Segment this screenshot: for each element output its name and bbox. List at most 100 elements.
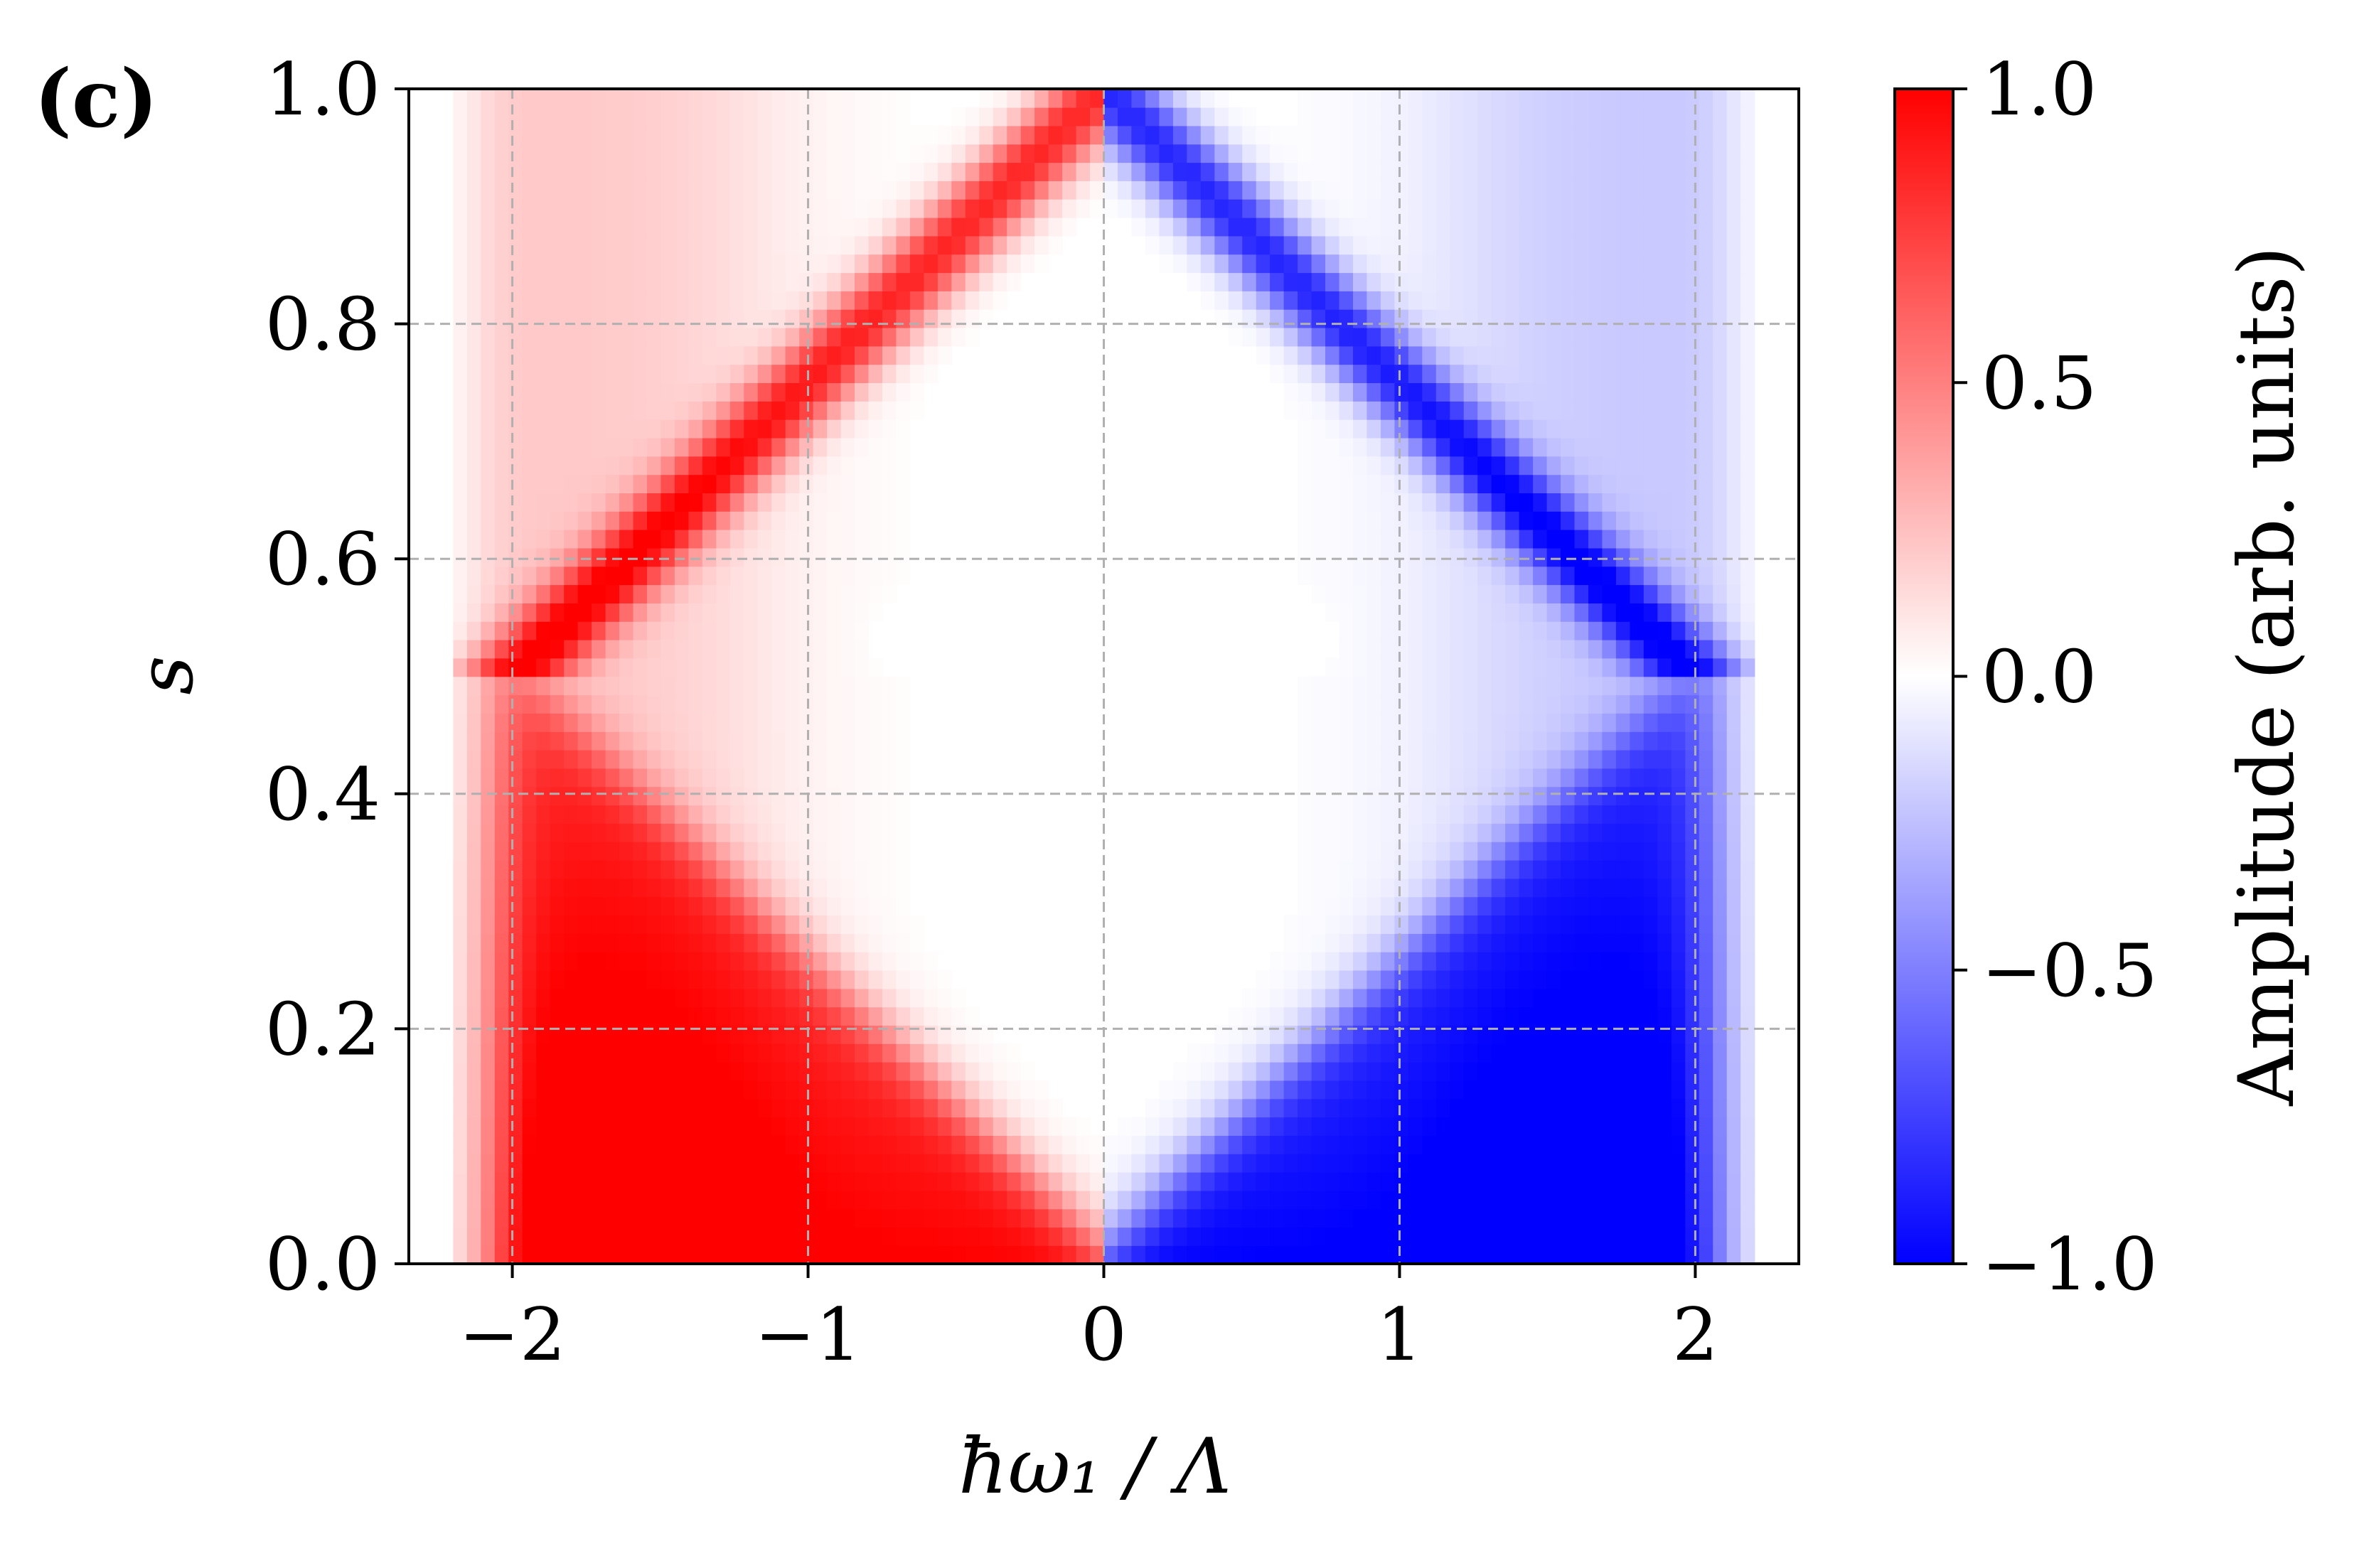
heatmap-cell [1159,1208,1174,1228]
heatmap-cell [1367,896,1381,915]
heatmap-cell [1574,162,1589,181]
heatmap-cell [564,547,579,567]
heatmap-cell [799,951,814,971]
heatmap-cell [1435,639,1451,659]
heatmap-cell [1615,456,1631,476]
heatmap-cell [1187,254,1202,274]
heatmap-cell [716,842,731,861]
heatmap-cell [813,162,828,181]
heatmap-cell [1256,272,1271,291]
heatmap-cell [1699,217,1713,237]
heatmap-cell [813,474,828,493]
heatmap-cell [1588,254,1603,274]
heatmap-cell [702,1227,717,1246]
heatmap-cell [1325,511,1340,530]
heatmap-cell [1477,1154,1492,1173]
heatmap-cell [965,1061,980,1081]
heatmap-cell [1408,603,1423,622]
heatmap-cell [1394,162,1409,181]
heatmap-cell [909,1006,925,1026]
heatmap-cell [702,842,717,861]
heatmap-cell [1118,89,1133,108]
heatmap-cell [744,217,759,237]
heatmap-cell [1256,162,1271,181]
heatmap-cell [1463,493,1478,512]
heatmap-cell [564,1245,579,1264]
heatmap-cell [1408,419,1423,439]
heatmap-cell [1298,456,1312,476]
heatmap-cell [564,272,579,291]
heatmap-cell [508,1245,523,1264]
heatmap-cell [1546,547,1561,567]
heatmap-cell [1477,1171,1492,1191]
heatmap-cell [647,437,662,457]
heatmap-cell [1103,1227,1118,1246]
heatmap-cell [771,933,786,952]
heatmap-cell [1615,272,1631,291]
heatmap-cell [1671,144,1686,163]
heatmap-cell [909,345,925,365]
heatmap-cell [633,1006,648,1026]
heatmap-cell [1007,1080,1022,1100]
heatmap-cell [882,676,897,696]
heatmap-cell [1450,731,1465,751]
heatmap-cell [1228,107,1243,127]
heatmap-cell [827,345,842,365]
heatmap-cell [785,933,800,952]
heatmap-cell [466,162,482,181]
heatmap-cell [1242,1171,1257,1191]
heatmap-cell [1671,584,1686,603]
heatmap-cell [1561,254,1576,274]
heatmap-cell [1505,235,1520,255]
heatmap-cell [674,419,690,439]
heatmap-cell [785,1135,800,1154]
heatmap-cell [1380,657,1396,677]
heatmap-cell [1145,1154,1160,1173]
heatmap-cell [1615,676,1631,696]
heatmap-cell [1422,217,1437,237]
heatmap-cell [1533,713,1548,732]
heatmap-cell [827,419,842,439]
heatmap-cell [1367,291,1381,310]
heatmap-cell [1630,1117,1645,1136]
heatmap-cell [868,676,883,696]
heatmap-cell [813,805,828,824]
heatmap-cell [827,842,842,861]
heatmap-cell [1298,181,1312,200]
heatmap-cell [1422,511,1437,530]
heatmap-cell [633,603,648,622]
heatmap-cell [1076,107,1091,127]
heatmap-cell [1491,235,1506,255]
heatmap-cell [1519,437,1534,457]
heatmap-cell [1574,1208,1589,1228]
heatmap-cell [1713,474,1728,493]
heatmap-cell [979,1154,994,1173]
heatmap-cell [1283,235,1298,255]
heatmap-cell [633,768,648,788]
heatmap-cell [1588,474,1603,493]
heatmap-cell [1242,1061,1257,1081]
heatmap-cell [1588,456,1603,476]
heatmap-cell [1200,107,1216,127]
heatmap-cell [1283,217,1298,237]
heatmap-cell [1574,529,1589,549]
heatmap-cell [744,988,759,1008]
heatmap-cell [1713,511,1728,530]
heatmap-cell [1353,1006,1368,1026]
heatmap-cell [840,456,855,476]
heatmap-cell [1242,1190,1257,1210]
heatmap-cell [1325,915,1340,934]
heatmap-cell [1546,1227,1561,1246]
heatmap-cell [494,970,510,989]
heatmap-cell [840,657,855,677]
heatmap-cell [466,401,482,420]
heatmap-cell [1740,1043,1755,1063]
heatmap-cell [1339,584,1354,603]
heatmap-cell [813,768,828,788]
heatmap-cell [744,842,759,861]
heatmap-cell [1007,89,1022,108]
heatmap-cell [1546,676,1561,696]
heatmap-cell [1367,419,1381,439]
heatmap-cell [1408,401,1423,420]
heatmap-cell [827,786,842,806]
